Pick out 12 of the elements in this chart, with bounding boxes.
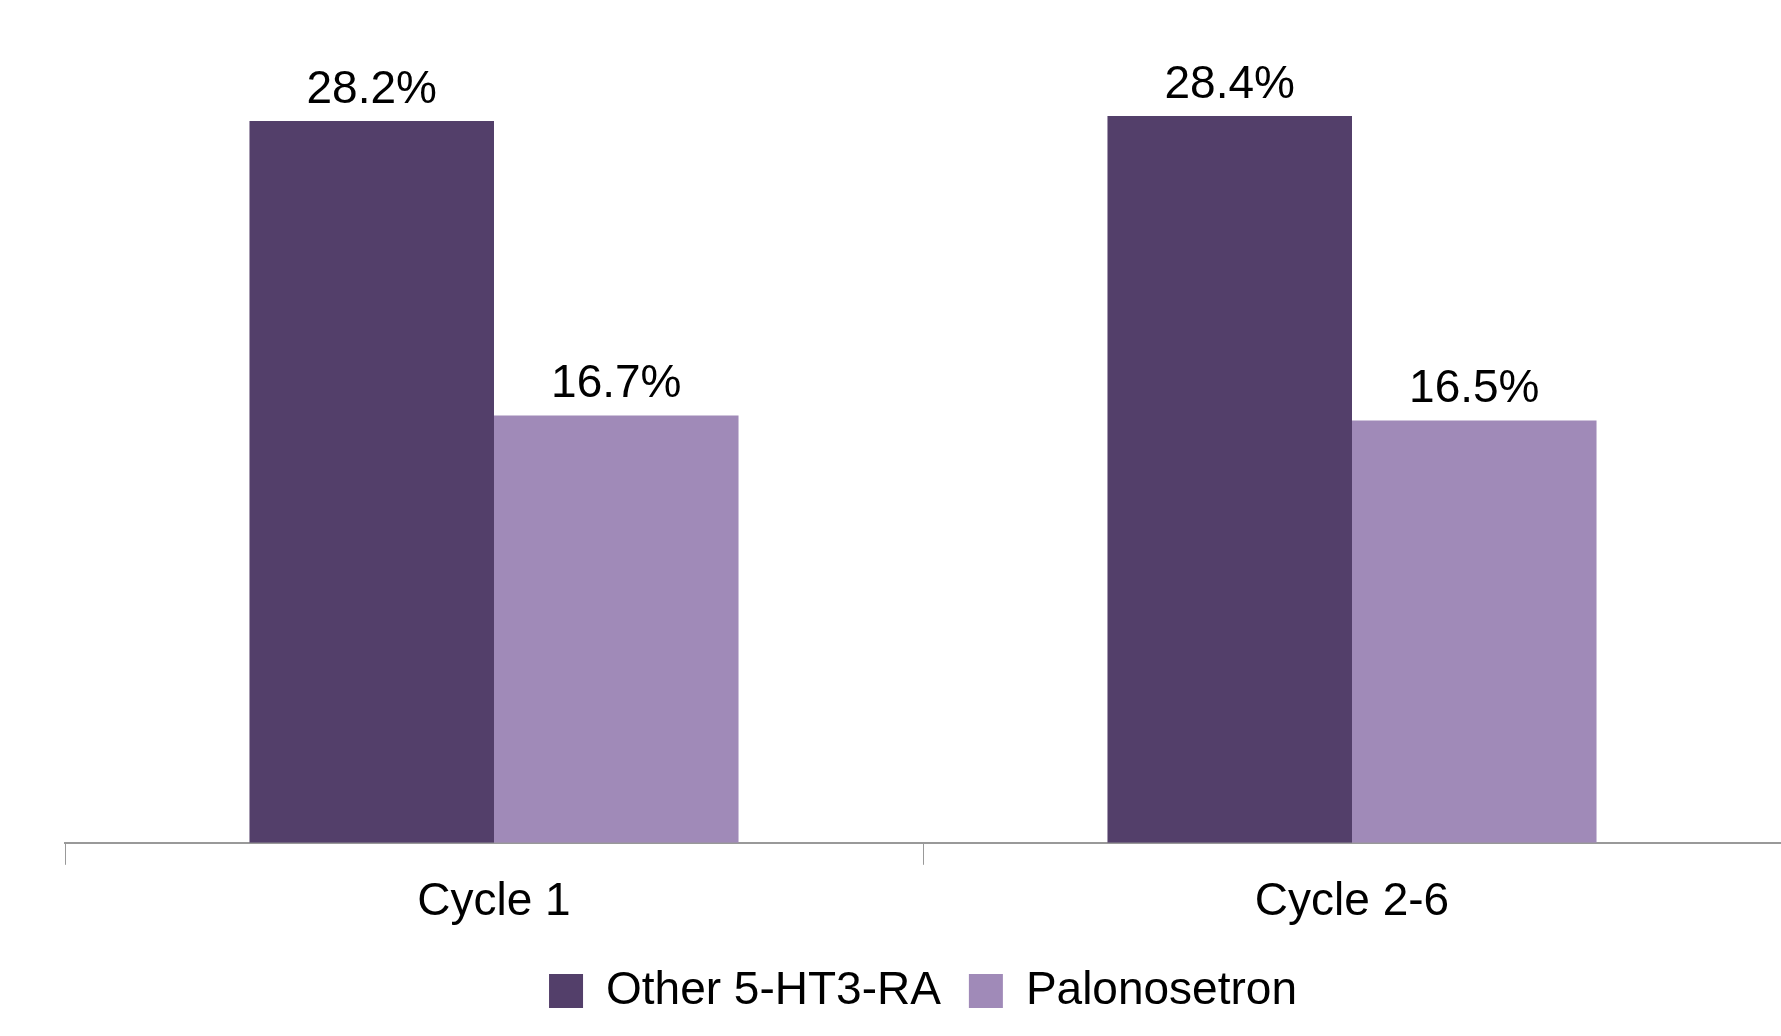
legend-label: Other 5-HT3-RA [606,961,942,1014]
data-label: 28.4% [1164,55,1295,108]
x-tick-label: Cycle 2-6 [1254,873,1450,926]
bar [494,415,739,843]
bar [1352,420,1597,843]
data-label: 28.2% [306,60,437,113]
data-label: 16.5% [1409,360,1540,413]
legend-label: Palonosetron [1025,961,1297,1014]
x-tick-label: Cycle 1 [417,873,571,926]
bar [249,121,494,843]
bar [1107,115,1352,843]
data-label: 16.7% [551,355,682,408]
